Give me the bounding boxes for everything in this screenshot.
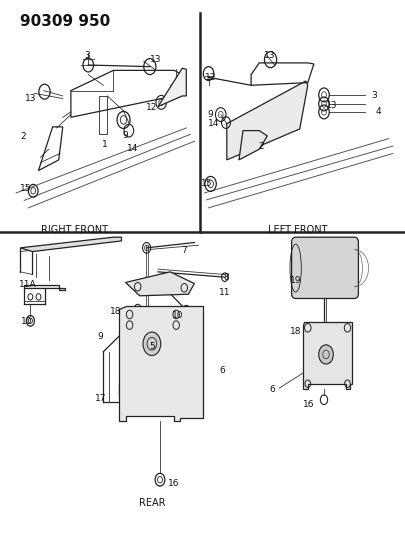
Text: 12: 12	[146, 103, 158, 112]
Text: 13: 13	[264, 52, 275, 60]
Circle shape	[319, 345, 333, 364]
Text: 16: 16	[303, 400, 314, 408]
Text: 9: 9	[207, 110, 213, 119]
Text: 4: 4	[376, 108, 382, 116]
Polygon shape	[20, 237, 122, 252]
Text: 5: 5	[149, 342, 155, 351]
Text: 11A: 11A	[19, 280, 36, 288]
Text: 18: 18	[290, 327, 301, 336]
Text: 3: 3	[84, 52, 90, 60]
Polygon shape	[303, 322, 352, 389]
Text: 3: 3	[372, 92, 377, 100]
Text: LEFT FRONT: LEFT FRONT	[268, 225, 327, 235]
Circle shape	[143, 332, 161, 356]
Text: 12: 12	[205, 73, 216, 82]
Text: 19: 19	[290, 277, 301, 285]
Text: 8: 8	[223, 273, 229, 281]
Text: RIGHT FRONT: RIGHT FRONT	[41, 225, 109, 235]
Text: 9: 9	[123, 132, 128, 140]
Text: 14: 14	[208, 119, 220, 128]
Text: 17: 17	[95, 394, 106, 403]
Text: 13: 13	[326, 101, 338, 109]
Polygon shape	[239, 131, 267, 160]
Polygon shape	[126, 272, 194, 296]
Polygon shape	[158, 68, 186, 107]
Text: 2: 2	[258, 142, 264, 151]
Text: 2: 2	[21, 133, 26, 141]
Text: REAR: REAR	[139, 498, 165, 508]
Text: 14: 14	[127, 144, 139, 152]
Text: 18: 18	[110, 308, 121, 316]
Text: 15: 15	[20, 184, 31, 193]
Polygon shape	[227, 81, 308, 160]
Text: 13: 13	[150, 55, 162, 64]
Text: 13: 13	[25, 94, 36, 103]
Text: 16: 16	[168, 480, 180, 488]
Text: 6: 6	[219, 366, 225, 375]
Text: 6: 6	[270, 385, 275, 393]
Text: 15: 15	[201, 180, 212, 188]
FancyBboxPatch shape	[292, 237, 358, 298]
Text: 10: 10	[173, 311, 184, 320]
Polygon shape	[119, 306, 202, 421]
Text: 11: 11	[219, 288, 230, 296]
Text: 7: 7	[181, 246, 187, 255]
Text: 10: 10	[21, 317, 32, 326]
Text: 90309 950: 90309 950	[20, 14, 111, 29]
Polygon shape	[24, 285, 65, 290]
Text: 1: 1	[102, 141, 107, 149]
Text: 9: 9	[98, 333, 103, 341]
